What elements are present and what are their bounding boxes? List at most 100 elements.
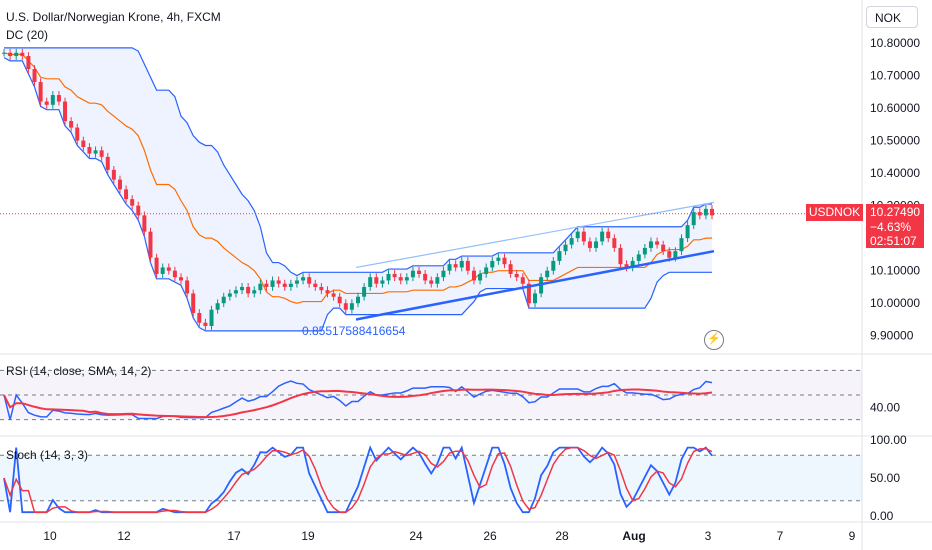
trendline-support	[355, 249, 715, 321]
candle-body	[294, 280, 299, 284]
candle-body	[233, 290, 238, 294]
candle-body	[154, 257, 159, 274]
candle-body	[301, 277, 306, 281]
candle-body	[288, 283, 293, 287]
donchian-lower	[3, 57, 712, 332]
candle-body	[496, 257, 501, 261]
time-tick-label: 3	[705, 529, 712, 543]
candle-body	[502, 257, 507, 265]
stoch-d-line	[3, 446, 713, 513]
candle-body	[93, 150, 98, 154]
candle-body	[655, 241, 660, 245]
candle-body	[215, 303, 220, 310]
candle-body	[2, 52, 6, 54]
candle-body	[148, 231, 153, 258]
candle-body	[69, 121, 74, 128]
candle-body	[142, 215, 147, 232]
candle-body	[673, 251, 678, 258]
candle-body	[105, 156, 110, 170]
candle-body	[471, 270, 476, 281]
candle-body	[459, 260, 464, 268]
candle-body	[343, 303, 348, 310]
candle-body	[356, 296, 360, 304]
candle-body	[75, 127, 80, 141]
candle-body	[490, 260, 495, 268]
candle-body	[484, 267, 489, 274]
stoch-tick-label: 100.00	[870, 433, 907, 447]
candle-body	[569, 238, 574, 245]
time-tick-label: 24	[409, 529, 423, 543]
price-tick-label: 10.10000	[870, 264, 920, 278]
candle-body	[581, 231, 586, 242]
time-tick-label: 17	[227, 529, 241, 543]
candle-body	[703, 208, 708, 216]
candle-body	[8, 52, 13, 57]
last-price: 10.27490	[870, 205, 921, 219]
candle-body	[185, 280, 190, 294]
candle-body	[435, 277, 440, 284]
candle-body	[557, 251, 562, 261]
symbol-price-tag: USDNOK	[806, 204, 863, 221]
candle-body	[368, 277, 373, 287]
candle-body	[533, 293, 537, 304]
lightning-icon[interactable]: ⚡	[704, 330, 724, 350]
candle-body	[81, 140, 86, 148]
candle-body	[624, 264, 629, 268]
price-tick-label: 10.00000	[870, 296, 920, 310]
candle-body	[14, 52, 19, 57]
candle-body	[594, 241, 599, 248]
candle-body	[587, 241, 592, 248]
price-tick-label: 10.40000	[870, 166, 920, 180]
price-tick-label: 10.80000	[870, 36, 920, 50]
candle-body	[508, 264, 513, 274]
currency-button[interactable]: NOK	[866, 6, 918, 28]
time-tick-label: 28	[555, 529, 569, 543]
donchian-fill	[4, 47, 712, 331]
donchian-label: DC (20)	[6, 28, 49, 42]
last-price-tag: 10.27490 −4.63% 02:51:07	[866, 204, 924, 248]
candle-body	[227, 293, 232, 297]
candle-body	[398, 277, 403, 281]
candle-body	[465, 260, 470, 271]
candle-body	[404, 277, 409, 281]
candle-body	[606, 231, 611, 239]
rsi-label: RSI (14, close, SMA, 14, 2)	[6, 364, 152, 378]
candle-body	[441, 270, 446, 278]
candle-body	[612, 238, 617, 248]
candle-body	[331, 293, 336, 297]
candle-body	[307, 277, 312, 284]
candle-body	[130, 199, 135, 206]
candle-body	[618, 247, 623, 265]
candle-body	[453, 264, 458, 268]
candle-body	[240, 286, 245, 291]
candle-body	[667, 251, 672, 258]
candle-body	[166, 267, 171, 271]
candle-body	[209, 309, 214, 326]
candle-body	[117, 179, 122, 190]
candle-body	[661, 244, 666, 252]
candle-body	[447, 264, 452, 271]
time-tick-label: Aug	[622, 529, 645, 543]
candle-body	[630, 260, 635, 268]
time-tick-label: 10	[43, 529, 57, 543]
drawing-label: 0.85517588416654	[302, 324, 406, 338]
candle-body	[282, 283, 287, 287]
candle-body	[258, 283, 263, 291]
candle-body	[478, 273, 483, 281]
candle-body	[111, 169, 116, 180]
candle-body	[526, 283, 531, 304]
candle-body	[172, 270, 177, 278]
donchian-upper	[4, 47, 712, 277]
bar-countdown: 02:51:07	[870, 234, 917, 248]
candle-body	[410, 270, 415, 278]
stoch-tick-label: 50.00	[870, 471, 900, 485]
candle-body	[685, 225, 690, 239]
candle-body	[124, 189, 129, 200]
symbol-title: U.S. Dollar/Norwegian Krone, 4h, FXCM	[6, 10, 221, 24]
rsi-ma-line	[3, 388, 713, 419]
candle-body	[429, 280, 434, 284]
stoch-label: Stoch (14, 3, 3)	[6, 448, 89, 462]
candle-body	[197, 312, 202, 323]
candle-body	[337, 296, 342, 304]
